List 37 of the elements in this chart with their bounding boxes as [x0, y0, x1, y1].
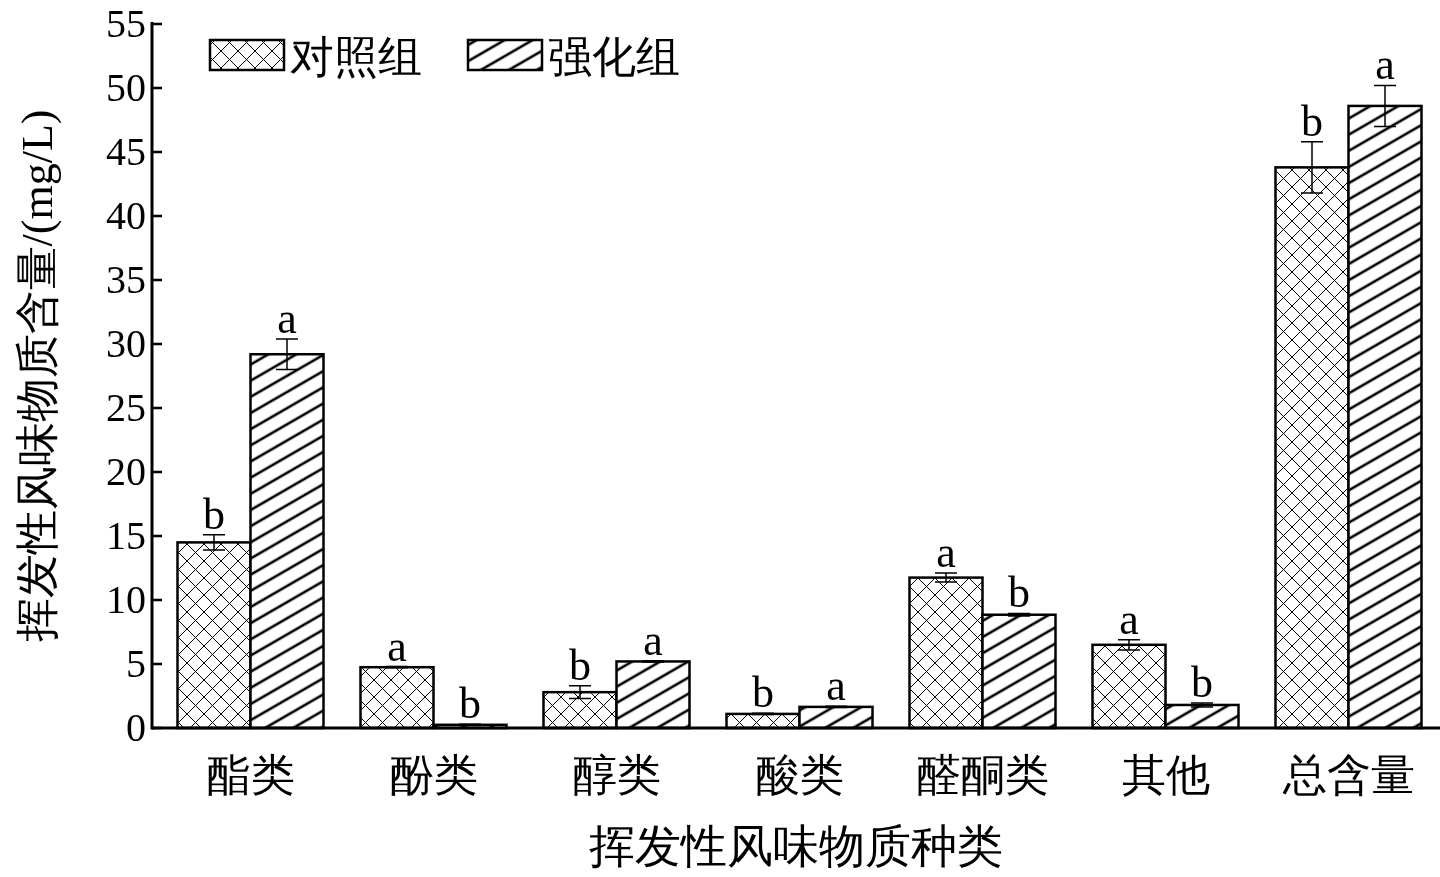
data-label: a: [277, 293, 297, 343]
legend-label: 强化组: [548, 33, 680, 82]
x-tick-label: 酯类: [206, 751, 295, 800]
y-tick-label: 50: [106, 65, 146, 110]
data-label: a: [936, 528, 956, 578]
x-tick-label: 醇类: [572, 751, 661, 800]
y-tick-label: 25: [106, 385, 146, 430]
x-tick-label: 醛酮类: [916, 751, 1049, 800]
data-label: b: [1008, 568, 1030, 618]
y-tick-label: 40: [106, 193, 146, 238]
y-tick-label: 10: [106, 577, 146, 622]
y-tick-label: 45: [106, 129, 146, 174]
data-label: a: [1375, 40, 1395, 90]
y-tick-label: 55: [106, 1, 146, 46]
legend-label: 对照组: [290, 33, 422, 82]
data-label: b: [569, 640, 591, 690]
x-axis-title: 挥发性风味物质种类: [589, 821, 1003, 872]
data-label: b: [752, 668, 774, 718]
y-tick-label: 15: [106, 513, 146, 558]
data-label: b: [1191, 658, 1213, 708]
x-tick-label: 总含量: [1281, 751, 1415, 800]
y-tick-label: 35: [106, 257, 146, 302]
data-label: a: [387, 621, 407, 671]
data-label: b: [1301, 96, 1323, 146]
data-label: a: [643, 615, 663, 665]
y-axis-title: 挥发性风味物质含量/(mg/L): [13, 109, 62, 643]
data-label: a: [826, 661, 846, 711]
y-tick-label: 5: [126, 641, 146, 686]
y-tick-label: 0: [126, 705, 146, 750]
x-tick-label: 其他: [1121, 751, 1210, 800]
y-tick-label: 30: [106, 321, 146, 366]
data-label: b: [459, 679, 481, 729]
x-tick-label: 酸类: [755, 751, 844, 800]
x-tick-label: 酚类: [389, 751, 478, 800]
data-label: b: [203, 489, 225, 539]
data-label: a: [1119, 594, 1139, 644]
y-tick-label: 20: [106, 449, 146, 494]
